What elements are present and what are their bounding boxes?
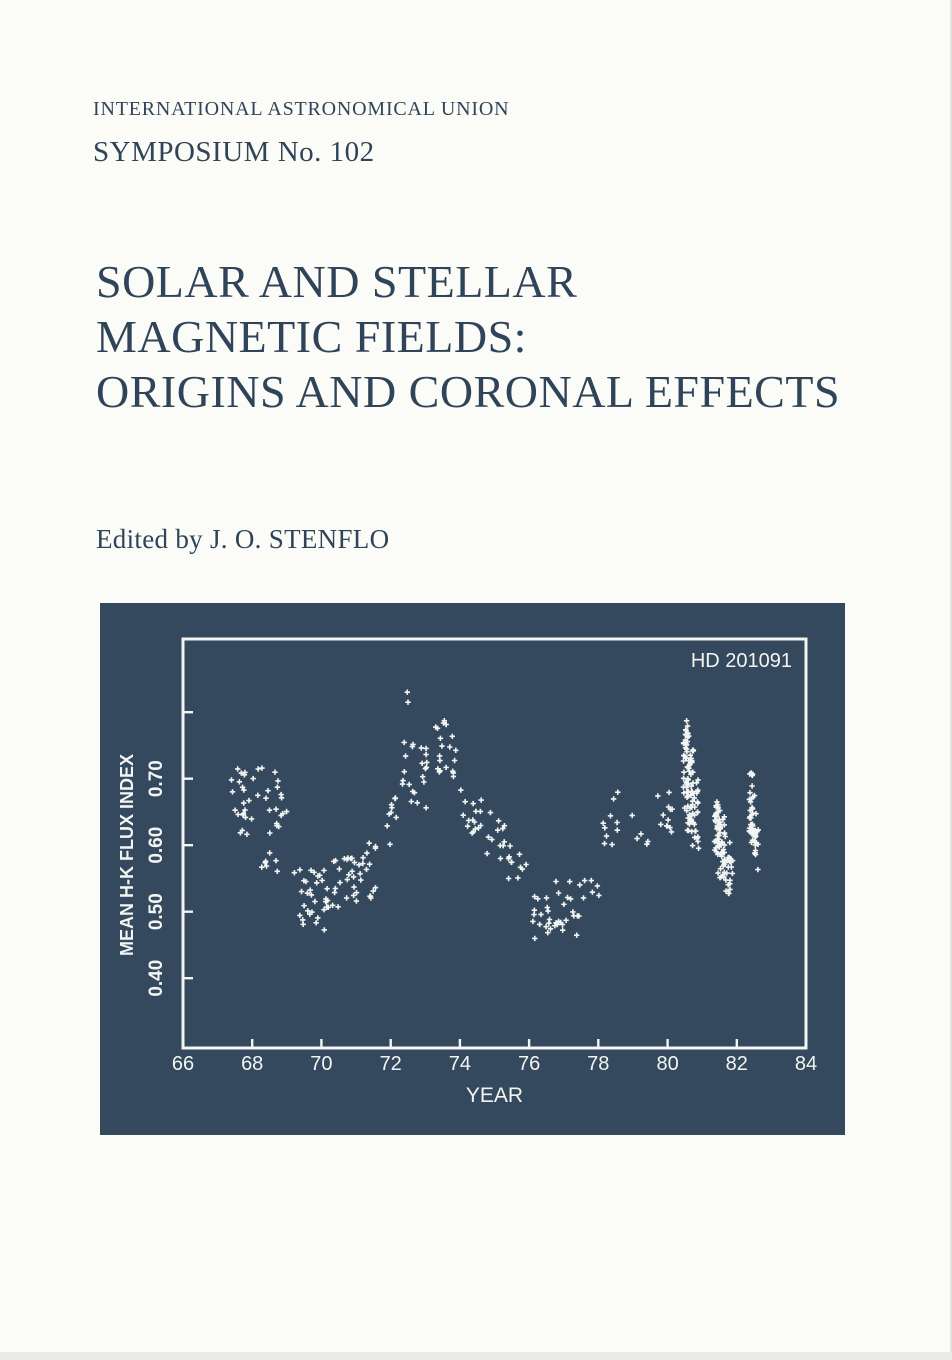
scatter-points	[228, 689, 761, 942]
series-organization: INTERNATIONAL ASTRONOMICAL UNION	[93, 98, 510, 120]
x-tick-label: 66	[172, 1053, 194, 1075]
symposium-number: SYMPOSIUM No. 102	[93, 136, 375, 168]
x-tick-label: 80	[656, 1053, 678, 1075]
title-line-3: ORIGINS AND CORONAL EFFECTS	[96, 366, 841, 417]
title-line-2: MAGNETIC FIELDS:	[96, 311, 527, 362]
x-tick-label: 70	[310, 1053, 332, 1075]
book-title: SOLAR AND STELLAR MAGNETIC FIELDS: ORIGI…	[96, 254, 876, 419]
y-tick-label: 0.70	[146, 760, 167, 797]
y-tick-label: 0.40	[146, 960, 167, 997]
x-tick-label: 72	[380, 1053, 402, 1075]
x-tick-label: 84	[795, 1053, 817, 1075]
y-tick-label: 0.50	[146, 893, 167, 930]
x-tick-label: 82	[726, 1053, 748, 1075]
x-tick-label: 74	[449, 1053, 471, 1075]
x-tick-label: 76	[518, 1053, 540, 1075]
x-tick-label: 68	[241, 1053, 263, 1075]
title-line-1: SOLAR AND STELLAR	[96, 256, 578, 307]
y-tick-label: 0.60	[146, 827, 167, 864]
hk-flux-scatter-chart: 66 68 70 72 74 76 78 80 82 84 0.40 0.50 0.60 0.70 YEAR…	[117, 637, 817, 1107]
x-axis-label: YEAR	[466, 1084, 523, 1107]
footer: INTERNATIONAL ASTRONOMICAL UNION D. REID…	[0, 1170, 950, 1310]
star-id-annotation: HD 201091	[691, 650, 792, 672]
editor-line: Edited by J. O. STENFLO	[96, 524, 390, 554]
chart-panel: 66 68 70 72 74 76 78 80 82 84 0.40 0.50 0.60 0.70 YEAR…	[100, 603, 845, 1135]
plot-frame	[181, 637, 808, 1050]
x-tick-label: 78	[587, 1053, 609, 1075]
y-axis-label: MEAN H-K FLUX INDEX	[117, 754, 137, 956]
axis-ticks	[181, 711, 808, 1048]
